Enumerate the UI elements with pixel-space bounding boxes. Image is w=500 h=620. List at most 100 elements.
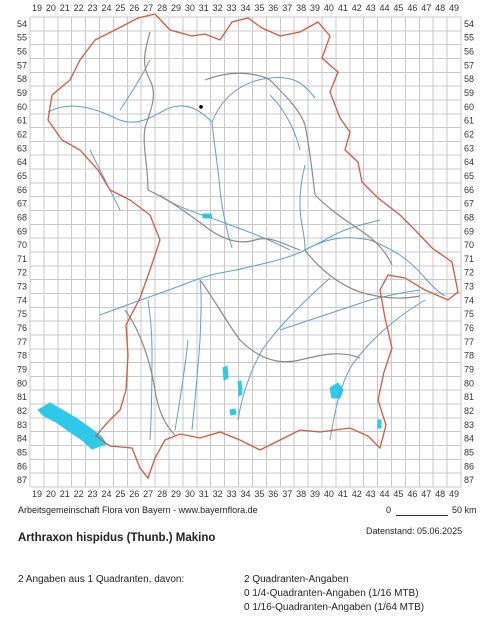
lake-kochelsee	[229, 408, 237, 416]
state-border-bavaria	[47, 13, 459, 480]
lake-bodensee	[37, 402, 107, 450]
x-tick-label-top: 26	[129, 3, 139, 13]
river-saale	[119, 59, 151, 111]
x-tick-label-top: 35	[254, 3, 264, 13]
x-tick-label-bottom: 30	[185, 489, 195, 499]
y-tick-label-right: 84	[464, 434, 474, 444]
y-tick-label-right: 60	[464, 102, 474, 112]
river-iller	[147, 299, 153, 441]
y-tick-label-right: 61	[464, 116, 474, 126]
x-tick-label-top: 34	[240, 3, 250, 13]
observation-dot	[199, 105, 203, 109]
x-tick-label-bottom: 25	[115, 489, 125, 499]
credit-line: Arbeitsgemeinschaft Flora von Bayern - w…	[18, 505, 258, 515]
river-regen	[304, 219, 381, 251]
y-tick-label-left: 63	[17, 143, 27, 153]
river-altmuehl	[159, 194, 291, 251]
scale-km-label: 50 km	[452, 505, 477, 515]
x-tick-label-bottom: 36	[268, 489, 278, 499]
river-vils	[279, 289, 421, 331]
x-tick-label-bottom: 39	[310, 489, 320, 499]
y-tick-label-left: 86	[17, 461, 27, 471]
data-date: Datenstand: 05.06.2025	[366, 526, 463, 536]
scale-zero-label: 0	[386, 505, 392, 515]
y-tick-label-left: 77	[17, 337, 27, 347]
y-tick-label-left: 76	[17, 323, 27, 333]
x-tick-label-top: 25	[115, 3, 125, 13]
x-tick-label-bottom: 35	[254, 489, 264, 499]
x-tick-label-top: 36	[268, 3, 278, 13]
y-tick-label-right: 59	[464, 88, 474, 98]
y-tick-label-right: 74	[464, 295, 474, 305]
y-tick-label-left: 65	[17, 171, 27, 181]
x-tick-label-top: 46	[407, 3, 417, 13]
y-tick-label-right: 66	[464, 185, 474, 195]
y-tick-label-left: 68	[17, 212, 27, 222]
y-tick-label-right: 73	[464, 282, 474, 292]
y-tick-label-left: 78	[17, 351, 27, 361]
river-regnitz	[211, 121, 233, 249]
x-tick-label-bottom: 32	[213, 489, 223, 499]
summary-quarter-quadrant-count: 0 1/4-Quadranten-Angaben (1/16 MTB)	[244, 588, 419, 599]
x-tick-label-bottom: 27	[143, 489, 153, 499]
y-tick-label-right: 87	[464, 475, 474, 485]
y-tick-label-right: 65	[464, 171, 474, 181]
y-tick-label-left: 58	[17, 74, 27, 84]
x-tick-label-top: 44	[380, 3, 390, 13]
y-tick-label-right: 72	[464, 268, 474, 278]
scale-bar	[396, 515, 448, 516]
y-tick-label-left: 84	[17, 434, 27, 444]
y-tick-label-left: 81	[17, 392, 27, 402]
y-tick-label-right: 70	[464, 240, 474, 250]
y-tick-label-left: 69	[17, 226, 27, 236]
river-inn	[329, 299, 426, 441]
y-tick-label-right: 67	[464, 199, 474, 209]
y-tick-label-right: 64	[464, 157, 474, 167]
y-tick-label-right: 63	[464, 143, 474, 153]
x-tick-label-top: 39	[310, 3, 320, 13]
y-tick-label-right: 55	[464, 33, 474, 43]
y-tick-label-left: 54	[17, 19, 27, 29]
x-tick-label-bottom: 23	[88, 489, 98, 499]
x-tick-label-bottom: 19	[32, 489, 42, 499]
river-isar	[237, 277, 331, 421]
y-tick-label-left: 67	[17, 199, 27, 209]
x-tick-label-top: 32	[213, 3, 223, 13]
y-tick-label-left: 74	[17, 295, 27, 305]
x-tick-label-bottom: 29	[171, 489, 181, 499]
x-tick-label-bottom: 46	[407, 489, 417, 499]
y-tick-label-left: 66	[17, 185, 27, 195]
lake-ammersee	[222, 365, 229, 381]
lake-starnberger-see	[237, 380, 243, 397]
river-lech	[191, 279, 202, 431]
y-tick-label-left: 79	[17, 365, 27, 375]
y-tick-label-right: 80	[464, 378, 474, 388]
y-tick-label-left: 83	[17, 420, 27, 430]
observation-markers	[199, 105, 203, 109]
y-tick-label-left: 60	[17, 102, 27, 112]
river-tauber	[89, 149, 121, 211]
y-tick-label-left: 71	[17, 254, 27, 264]
y-tick-label-left: 59	[17, 88, 27, 98]
x-tick-label-top: 37	[282, 3, 292, 13]
x-tick-label-top: 22	[74, 3, 84, 13]
x-tick-label-bottom: 42	[352, 489, 362, 499]
x-tick-label-bottom: 20	[46, 489, 56, 499]
y-tick-label-right: 62	[464, 130, 474, 140]
x-tick-label-top: 45	[393, 3, 403, 13]
y-tick-label-right: 68	[464, 212, 474, 222]
x-tick-label-top: 48	[435, 3, 445, 13]
x-tick-label-bottom: 41	[338, 489, 348, 499]
border-oberfranken	[204, 72, 316, 196]
y-tick-label-right: 69	[464, 226, 474, 236]
species-title: Arthraxon hispidus (Thunb.) Makino	[18, 532, 216, 544]
x-tick-label-bottom: 24	[101, 489, 111, 499]
border-schwaben	[124, 309, 176, 436]
y-tick-label-right: 57	[464, 60, 474, 70]
x-tick-label-bottom: 48	[435, 489, 445, 499]
border-mittelfranken	[147, 189, 301, 251]
x-tick-label-top: 28	[157, 3, 167, 13]
x-tick-label-bottom: 47	[421, 489, 431, 499]
y-tick-label-right: 85	[464, 447, 474, 457]
x-tick-label-bottom: 37	[282, 489, 292, 499]
